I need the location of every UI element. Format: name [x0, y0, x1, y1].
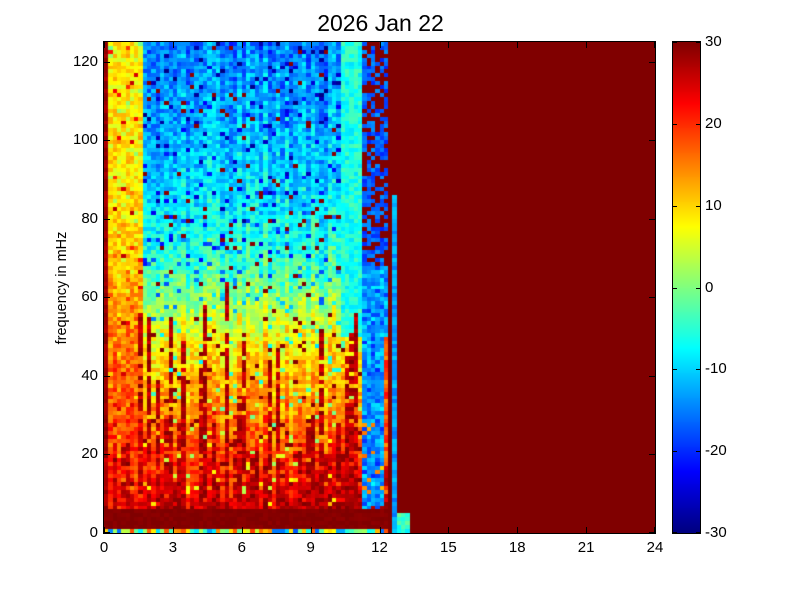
y-tick-mark	[104, 376, 110, 377]
y-tick-mark	[104, 532, 110, 533]
x-tick-label: 9	[306, 539, 315, 556]
y-tick-mark-right	[649, 219, 655, 220]
colorbar-tick-mark-right	[696, 288, 700, 289]
y-axis-label: frequency in mHz	[54, 231, 70, 345]
x-tick-mark	[173, 527, 174, 533]
x-tick-mark	[654, 527, 655, 533]
y-tick-mark-right	[649, 62, 655, 63]
x-tick-mark	[586, 527, 587, 533]
x-tick-mark	[104, 527, 105, 533]
x-tick-mark	[242, 527, 243, 533]
y-tick-mark	[104, 219, 110, 220]
y-tick-label: 20	[81, 445, 98, 463]
colorbar-tick-mark-right	[696, 124, 700, 125]
y-tick-label: 0	[89, 524, 98, 541]
y-tick-mark-right	[649, 454, 655, 455]
colorbar-tick-label: 0	[705, 278, 714, 296]
x-tick-label: 6	[237, 539, 246, 556]
x-tick-label: 12	[371, 539, 388, 556]
plot-area	[103, 41, 656, 534]
colorbar-tick-mark-right	[696, 42, 700, 43]
chart-title: 2026 Jan 22	[317, 10, 444, 36]
x-tick-mark	[517, 527, 518, 533]
colorbar-tick-mark	[673, 451, 677, 452]
colorbar-tick-mark-right	[696, 532, 700, 533]
x-tick-mark	[380, 527, 381, 533]
y-tick-label: 60	[81, 288, 98, 306]
colorbar-tick-label: -20	[705, 442, 727, 460]
x-tick-label: 24	[646, 539, 664, 556]
y-tick-label: 40	[81, 366, 98, 384]
y-tick-mark	[104, 62, 110, 63]
y-tick-mark	[104, 454, 110, 455]
colorbar	[672, 41, 701, 534]
x-tick-label: 15	[440, 539, 457, 556]
colorbar-tick-label: 20	[705, 114, 722, 132]
colorbar-tick-label: 30	[705, 33, 722, 50]
colorbar-gradient	[673, 42, 700, 533]
x-tick-mark-top	[242, 42, 243, 48]
colorbar-tick-mark-right	[696, 369, 700, 370]
x-tick-mark-top	[380, 42, 381, 48]
colorbar-tick-label: -10	[705, 360, 727, 378]
x-tick-mark-top	[104, 42, 105, 48]
x-tick-label: 0	[99, 539, 109, 556]
colorbar-tick-mark	[673, 369, 677, 370]
x-tick-mark-top	[586, 42, 587, 48]
colorbar-tick-mark-right	[696, 451, 700, 452]
y-tick-mark-right	[649, 140, 655, 141]
y-tick-mark	[104, 140, 110, 141]
x-tick-mark-top	[517, 42, 518, 48]
y-tick-mark	[104, 297, 110, 298]
x-tick-mark-top	[654, 42, 655, 48]
y-tick-label: 100	[72, 131, 98, 149]
x-tick-mark-top	[448, 42, 449, 48]
y-tick-mark-right	[649, 376, 655, 377]
x-tick-mark-top	[311, 42, 312, 48]
x-tick-label: 21	[577, 539, 595, 556]
colorbar-tick-label: -30	[705, 524, 727, 541]
colorbar-tick-label: 10	[705, 196, 722, 214]
spectrogram-heatmap	[104, 42, 655, 533]
colorbar-tick-mark	[673, 288, 677, 289]
colorbar-tick-mark	[673, 532, 677, 533]
y-tick-label: 80	[81, 209, 98, 227]
y-tick-mark-right	[649, 297, 655, 298]
x-tick-mark-top	[173, 42, 174, 48]
colorbar-tick-mark-right	[696, 206, 700, 207]
x-tick-label: 18	[508, 539, 526, 556]
colorbar-tick-mark	[673, 42, 677, 43]
x-tick-mark	[311, 527, 312, 533]
x-tick-label: 3	[168, 539, 178, 556]
colorbar-tick-mark	[673, 206, 677, 207]
y-tick-label: 120	[72, 52, 98, 70]
y-tick-mark-right	[649, 532, 655, 533]
colorbar-tick-mark	[673, 124, 677, 125]
x-tick-mark	[448, 527, 449, 533]
